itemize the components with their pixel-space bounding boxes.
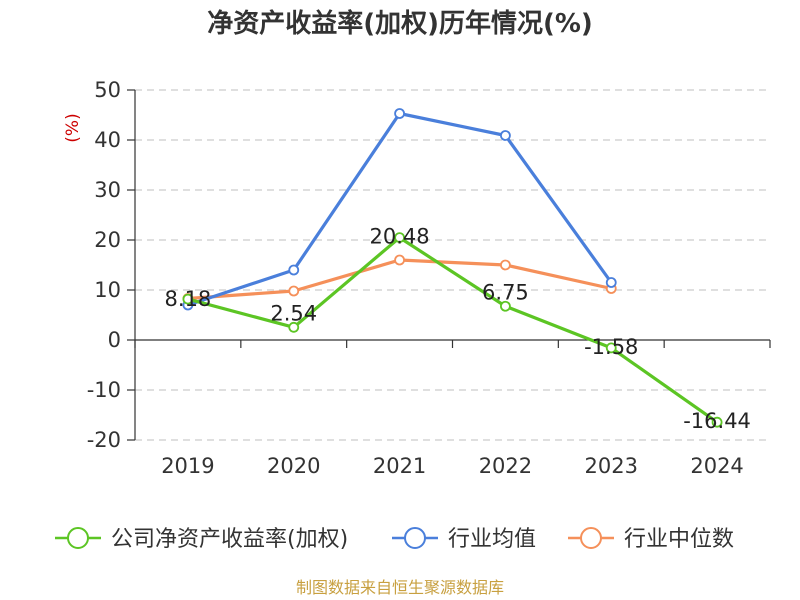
x-tick-label: 2020 [267,454,320,478]
series-lines [187,111,719,424]
y-tick-label: 0 [108,328,121,352]
data-point [394,108,405,119]
series-line [187,111,613,307]
data-label: 8.18 [165,287,212,311]
data-point [605,342,617,354]
x-tick-label: 2019 [161,454,214,478]
x-tick-label: 2021 [373,454,426,478]
data-point [288,285,300,297]
x-tick-label: 2022 [479,454,532,478]
data-point [288,264,300,276]
data-point [500,259,511,271]
y-tick-label: 50 [94,78,121,102]
x-tick-label: 2024 [690,454,743,478]
grid-lines [135,89,770,441]
data-point [182,293,194,305]
data-label: 6.75 [482,280,529,304]
series-points [182,108,723,428]
legend-label: 公司净资产收益率(加权) [111,527,348,552]
data-point [394,232,405,244]
axes [127,89,771,441]
series-line [187,258,612,301]
data-point [711,416,723,428]
y-tick-label: -10 [87,378,121,402]
legend-marker [404,527,426,549]
legend: 公司净资产收益率(加权) 行业均值 行业中位数 [55,527,734,552]
data-label: 20.48 [370,225,430,249]
x-tick-labels: 2019 2020 2021 2022 2023 2024 [161,454,744,478]
legend-marker [67,527,89,549]
data-label: -16.44 [683,409,751,433]
data-point [394,254,405,266]
y-tick-label: 30 [94,178,121,202]
y-tick-label: 10 [94,278,121,302]
y-tick-label: -20 [87,428,121,452]
y-tick-label: 40 [94,128,121,152]
y-axis-label: (%) [63,113,83,142]
chart-title: 净资产收益率(加权)历年情况(%) [207,8,593,39]
data-labels: 8.18 2.54 20.48 6.75 -1.58 -16.44 [165,225,751,434]
data-label: 2.54 [270,301,317,325]
data-label: -1.58 [584,335,638,359]
data-point [500,300,511,312]
source-note: 制图数据来自恒生聚源数据库 [296,578,504,597]
series-line [187,236,719,424]
legend-label: 行业均值 [448,527,536,552]
legend-label: 行业中位数 [624,527,734,552]
data-point [500,130,511,141]
x-tick-label: 2023 [585,454,638,478]
legend-marker [580,527,602,549]
y-tick-labels: 50 40 30 20 10 0 -10 -20 [87,78,121,452]
data-point [605,277,617,288]
data-point [288,321,300,333]
y-tick-label: 20 [94,228,121,252]
